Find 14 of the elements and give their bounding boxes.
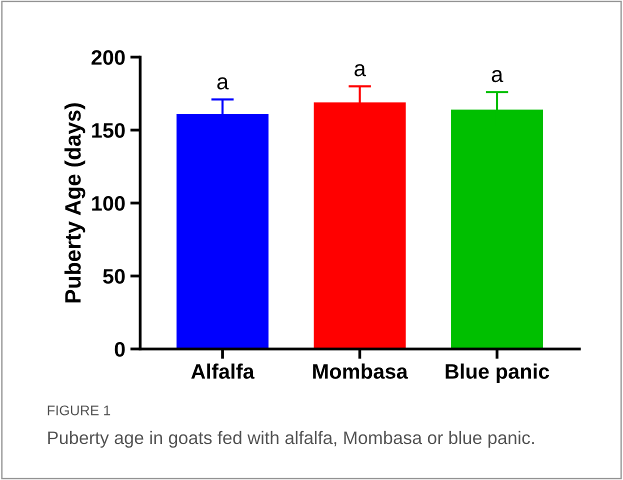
y-tick-label: 0 — [114, 342, 125, 357]
x-tick-label: Alfalfa — [191, 364, 254, 379]
x-tick-label: Blue panic — [446, 364, 550, 383]
x-tick-label: Mombasa — [313, 364, 408, 379]
y-tick-label: 50 — [103, 269, 125, 284]
annotation: a — [217, 77, 229, 90]
y-tick-label: 100 — [92, 196, 125, 211]
caption: FIGURE 1 — [48, 406, 110, 416]
text: Puberty age in goats fed with alfalfa, Mombasa or blue panic. — [48, 430, 534, 448]
annotation: a — [354, 64, 366, 76]
y-axis-title: Puberty Age (days) — [64, 103, 86, 302]
y-tick-label: 200 — [92, 50, 125, 65]
y-tick-label: 150 — [92, 123, 125, 138]
annotation: a — [492, 70, 504, 82]
